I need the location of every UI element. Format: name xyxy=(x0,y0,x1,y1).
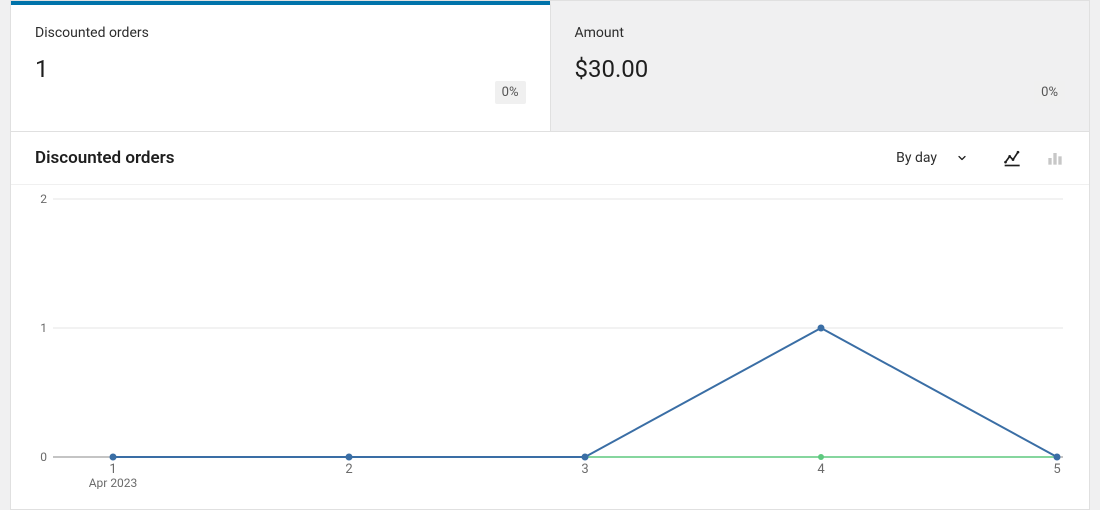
chart-area: 0 1 2 1 2 3 4 5 Apr 2023 xyxy=(11,185,1089,509)
svg-text:1: 1 xyxy=(109,462,116,477)
line-chart-icon[interactable] xyxy=(1003,148,1023,168)
svg-text:Apr 2023: Apr 2023 xyxy=(89,476,138,489)
card-value: 1 xyxy=(35,55,526,83)
svg-text:3: 3 xyxy=(581,462,588,477)
card-amount[interactable]: Amount $30.00 0% xyxy=(550,1,1090,131)
line-chart: 0 1 2 1 2 3 4 5 Apr 2023 xyxy=(35,189,1067,489)
svg-text:4: 4 xyxy=(817,462,825,477)
interval-label: By day xyxy=(896,150,937,166)
svg-text:0: 0 xyxy=(40,450,47,464)
chart-header: Discounted orders By day xyxy=(11,131,1089,185)
svg-text:5: 5 xyxy=(1053,462,1060,477)
bar-chart-icon[interactable] xyxy=(1045,148,1065,168)
svg-text:1: 1 xyxy=(40,321,47,335)
svg-text:2: 2 xyxy=(40,192,47,206)
card-value: $30.00 xyxy=(575,55,1066,83)
chevron-down-icon xyxy=(955,151,969,165)
svg-text:2: 2 xyxy=(345,462,352,477)
card-label: Discounted orders xyxy=(35,25,526,41)
card-delta-badge: 0% xyxy=(495,81,526,104)
card-discounted-orders[interactable]: Discounted orders 1 0% xyxy=(11,1,550,131)
chart-title: Discounted orders xyxy=(35,148,890,168)
interval-select[interactable]: By day xyxy=(890,146,975,170)
card-delta-badge: 0% xyxy=(1034,81,1065,104)
card-label: Amount xyxy=(575,25,1066,41)
summary-cards: Discounted orders 1 0% Amount $30.00 0% xyxy=(11,1,1089,131)
